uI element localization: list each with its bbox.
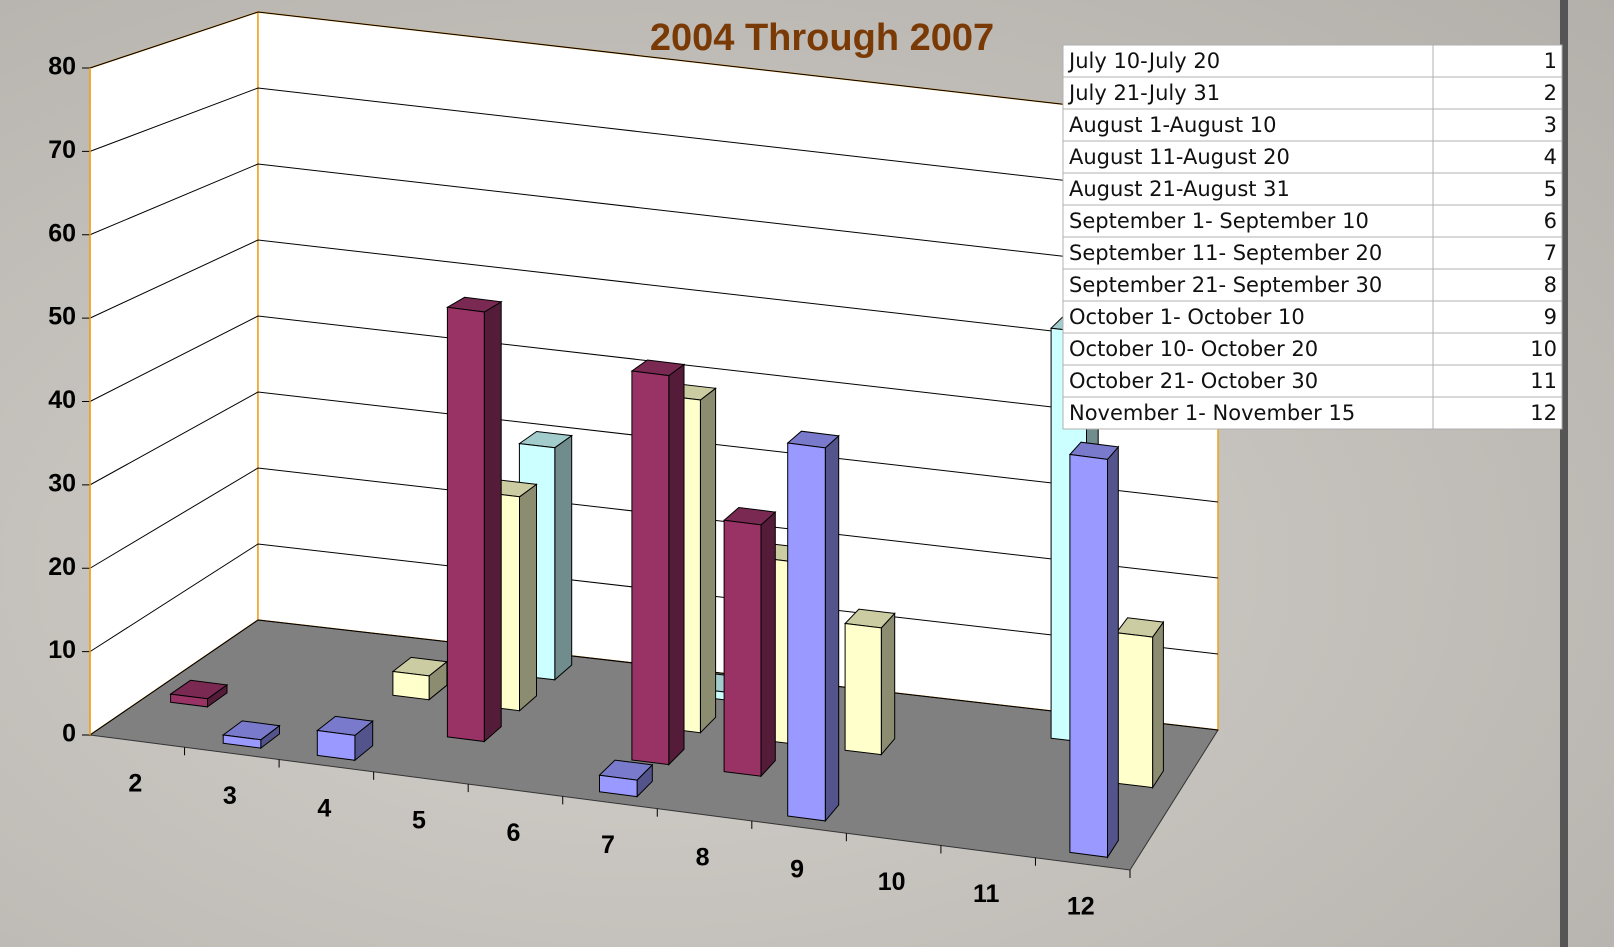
y-tick-label: 20	[48, 553, 76, 581]
grid-line	[89, 391, 1219, 503]
bar-side	[880, 612, 896, 756]
table-number: 4	[1544, 145, 1557, 169]
x-tick-label: 10	[878, 868, 906, 896]
bar-front	[316, 729, 356, 761]
grid-line	[89, 543, 1219, 655]
table-label: October 21- October 30	[1069, 369, 1318, 393]
y-tick-label: 60	[48, 219, 76, 247]
bar-front	[723, 519, 762, 777]
bar	[391, 656, 449, 701]
table-number: 3	[1544, 113, 1557, 137]
bar-front	[844, 622, 882, 756]
bar-front	[392, 670, 430, 701]
bar	[316, 715, 374, 762]
bar-side	[554, 434, 573, 681]
x-tick-label: 3	[223, 782, 237, 810]
table-label: November 1- November 15	[1069, 401, 1355, 425]
y-tick-label: 80	[48, 53, 76, 81]
y-tick-label: 30	[48, 469, 76, 497]
table-number: 11	[1530, 369, 1557, 393]
bar-front	[787, 442, 826, 822]
x-tick-label: 11	[973, 880, 1000, 908]
bar	[786, 430, 840, 823]
table-label: August 1-August 10	[1069, 113, 1277, 137]
table-label: July 21-July 31	[1067, 81, 1220, 105]
bar-front	[1115, 632, 1154, 789]
table-number: 2	[1544, 81, 1557, 105]
table-number: 1	[1544, 49, 1557, 73]
bar-side	[699, 387, 717, 734]
bar	[598, 759, 654, 798]
table-label: August 21-August 31	[1069, 177, 1290, 201]
bar-side	[519, 483, 537, 712]
x-tick-label: 12	[1067, 892, 1095, 920]
bar	[844, 608, 896, 756]
table-number: 8	[1544, 273, 1557, 297]
bar-front	[599, 774, 638, 798]
x-tick-label: 6	[507, 819, 521, 847]
y-tick-label: 40	[48, 386, 76, 414]
table-label: July 10-July 20	[1067, 49, 1220, 73]
chart-title: 2004 Through 2007	[650, 17, 994, 59]
table-number: 9	[1544, 305, 1557, 329]
grid-line	[89, 239, 1219, 351]
bar-side	[760, 510, 776, 778]
table-label: September 21- September 30	[1069, 273, 1382, 297]
bar	[1068, 441, 1120, 860]
bar	[221, 720, 281, 750]
x-tick-label: 2	[128, 770, 142, 798]
grid-line	[89, 315, 1219, 427]
bar	[630, 359, 686, 766]
bar-front	[170, 693, 208, 708]
table-label: September 11- September 20	[1069, 241, 1382, 265]
table-label: October 10- October 20	[1069, 337, 1318, 361]
table-cell	[1432, 396, 1563, 430]
table-label: August 11-August 20	[1069, 145, 1290, 169]
table-number: 12	[1530, 401, 1557, 425]
table-number: 5	[1544, 177, 1557, 201]
grid-line	[89, 87, 1219, 199]
table-label: September 1- September 10	[1069, 209, 1369, 233]
grid-line	[89, 11, 1219, 123]
y-tick-label: 0	[62, 720, 76, 748]
bar-side	[483, 300, 502, 743]
grid-line	[89, 163, 1219, 275]
x-tick-label: 4	[317, 794, 331, 822]
bar	[169, 679, 229, 708]
y-tick-label: 10	[48, 636, 76, 664]
bar	[445, 296, 503, 743]
grid-line	[89, 467, 1219, 579]
y-tick-label: 50	[48, 303, 76, 331]
table-number: 6	[1544, 209, 1557, 233]
table-number: 10	[1530, 337, 1557, 361]
x-tick-label: 7	[601, 831, 615, 859]
x-tick-label: 9	[790, 856, 804, 884]
bar-side	[1152, 620, 1164, 790]
x-tick-label: 8	[696, 843, 710, 871]
bar-front	[631, 370, 670, 766]
bar	[722, 506, 777, 778]
left-wall	[89, 10, 259, 737]
scroll-edge	[1560, 0, 1568, 947]
bar-side	[824, 434, 840, 823]
table-number: 7	[1544, 241, 1557, 265]
bar-side	[1107, 445, 1119, 860]
x-tick-label: 5	[412, 807, 426, 835]
bar	[1115, 617, 1165, 790]
grid-line	[89, 619, 1219, 736]
bar-front	[446, 306, 485, 743]
bar-front	[222, 734, 262, 749]
bar-side	[668, 363, 685, 766]
table-label: October 1- October 10	[1069, 305, 1305, 329]
y-tick-label: 70	[48, 136, 76, 164]
bar-front	[1069, 453, 1108, 858]
